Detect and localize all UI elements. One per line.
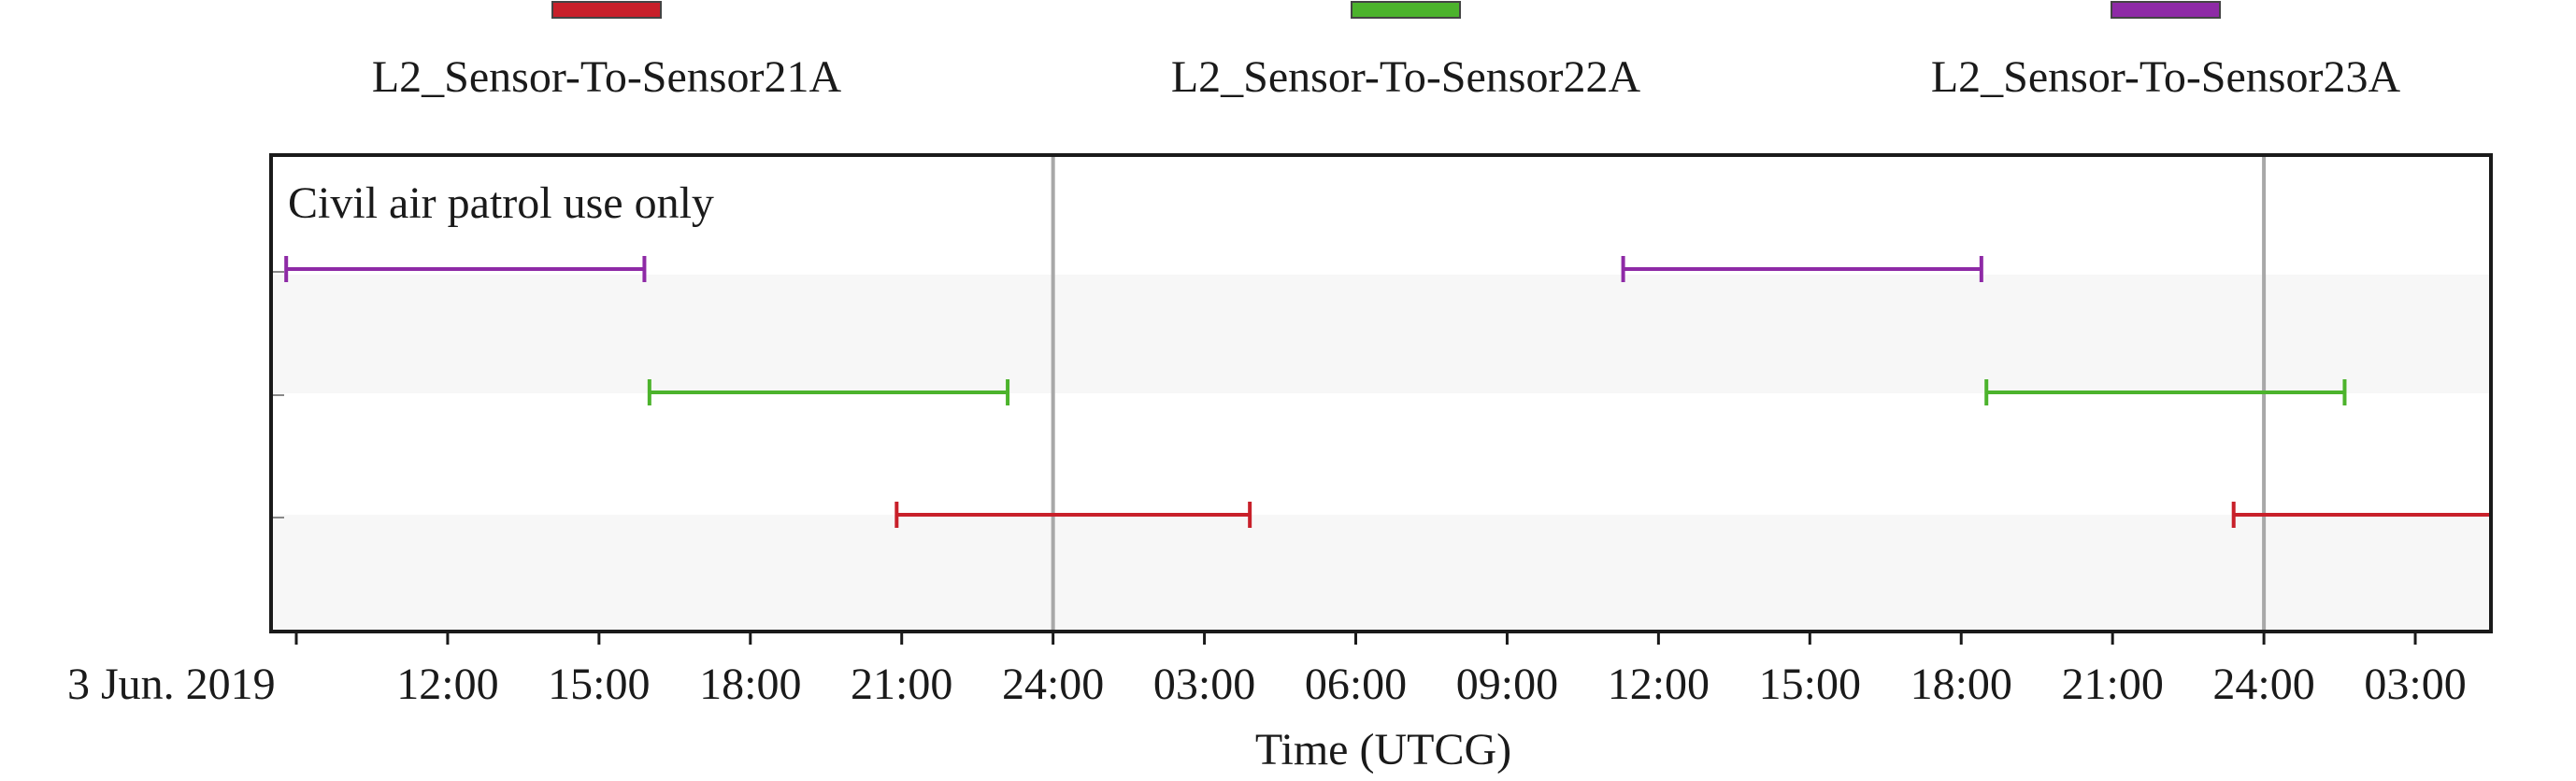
legend-label: L2_Sensor-To-Sensor21A xyxy=(372,52,842,102)
x-tick-label: 09:00 xyxy=(1456,660,1558,709)
x-tick-label: 03:00 xyxy=(2364,660,2466,709)
x-tick-label: 12:00 xyxy=(396,660,498,709)
interval-group xyxy=(284,256,2491,528)
legend-swatch xyxy=(551,1,662,19)
legend-swatch xyxy=(2111,1,2221,19)
x-axis: 3 Jun. 2019 12:00 15:00 18:00 21:00 24:00 03:0… xyxy=(67,632,2467,774)
row-band-shaded xyxy=(271,515,2491,632)
x-tick-label: 21:00 xyxy=(2061,660,2163,709)
x-tick-label: 06:00 xyxy=(1305,660,1407,709)
x-tick-label: 03:00 xyxy=(1153,660,1255,709)
x-tick-label: 15:00 xyxy=(1759,660,1861,709)
legend-swatch xyxy=(1351,1,1461,19)
x-tick-label: 24:00 xyxy=(2212,660,2314,709)
annotation-text: Civil air patrol use only xyxy=(288,178,714,228)
legend: L2_Sensor-To-Sensor21A L2_Sensor-To-Senso… xyxy=(372,1,2401,102)
x-tick-label: 3 Jun. 2019 xyxy=(67,660,276,709)
x-tick-label: 12:00 xyxy=(1608,660,1710,709)
plot-frame xyxy=(269,153,2493,633)
x-tick-label: 18:00 xyxy=(1911,660,2012,709)
legend-label: L2_Sensor-To-Sensor23A xyxy=(1931,52,2401,102)
x-tick-label: 18:00 xyxy=(699,660,801,709)
legend-label: L2_Sensor-To-Sensor22A xyxy=(1171,52,1641,102)
x-tick-label: 21:00 xyxy=(851,660,952,709)
x-tick-label: 15:00 xyxy=(548,660,650,709)
x-tick-label: 24:00 xyxy=(1002,660,1104,709)
plot-area: Civil air patrol use only xyxy=(269,153,2493,633)
row-band-shaded xyxy=(271,275,2491,393)
x-axis-title: Time (UTCG) xyxy=(1255,725,1511,774)
